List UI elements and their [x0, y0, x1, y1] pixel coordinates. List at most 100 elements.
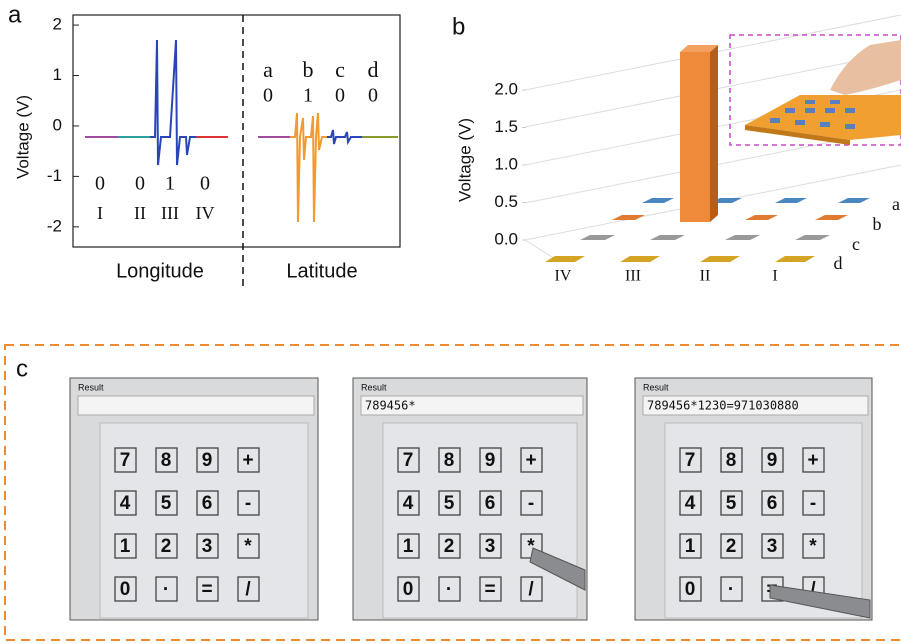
key-box [397, 576, 420, 602]
key-box [155, 490, 178, 516]
key-box [520, 576, 543, 602]
col-label: a [892, 194, 900, 214]
inset-box [729, 34, 901, 146]
key-box [155, 447, 178, 473]
key-box [155, 533, 178, 559]
key-label: / [528, 579, 534, 600]
key-label: 2 [726, 536, 737, 557]
result-field [77, 395, 315, 416]
row-label: III [161, 203, 179, 223]
key-label: 8 [161, 450, 172, 471]
y-tick-label: 1.5 [494, 117, 518, 136]
panel-label: c [16, 355, 28, 382]
key-label: 3 [485, 536, 496, 557]
key-box [438, 533, 461, 559]
row-label: III [625, 268, 641, 285]
bar-3d [680, 45, 718, 222]
key-label: 8 [444, 450, 455, 471]
key-box [237, 447, 260, 473]
key-label: 7 [685, 450, 696, 471]
row-label: II [700, 268, 711, 285]
result-value: 789456* [365, 399, 416, 413]
col-label: d [834, 253, 843, 273]
y-tick-label: -1 [47, 166, 62, 185]
key-box [720, 533, 743, 559]
key-label: + [525, 450, 536, 471]
key-box [802, 533, 825, 559]
inset-photo [745, 40, 901, 145]
col-label: b [873, 214, 882, 234]
y-tick-label: 2 [53, 15, 62, 34]
panel-c-frame [4, 344, 901, 641]
row-label: IV [555, 268, 572, 285]
key-box [438, 490, 461, 516]
key-label: 4 [685, 493, 696, 514]
y-axis-title: Voltage (V) [13, 95, 32, 179]
result-value: 789456*1230=971030880 [647, 399, 799, 413]
code: 0 [135, 173, 145, 195]
waveform [150, 39, 196, 166]
y-tick-label: 0.5 [494, 192, 518, 211]
y-tick-label: 1.0 [494, 154, 518, 173]
key-box [397, 533, 420, 559]
waveform [327, 129, 362, 146]
key-label: 1 [685, 536, 696, 557]
key-box [479, 447, 502, 473]
key-label: 5 [161, 493, 172, 514]
screenshot: Result 7 8 9 +4 5 6 - 1 2 3 * 0 · = / [69, 377, 319, 621]
key-label: * [809, 536, 817, 557]
key-label: 4 [403, 493, 414, 514]
key-label: 3 [202, 536, 213, 557]
key-box [761, 447, 784, 473]
key-box [438, 447, 461, 473]
code: 0 [200, 173, 210, 195]
key-label: = [201, 579, 212, 600]
key-box [114, 533, 137, 559]
group-title: Latitude [286, 260, 357, 282]
key-box [114, 447, 137, 473]
keypad-sheet [99, 422, 309, 619]
key-label: = [484, 579, 495, 600]
key-label: 9 [202, 450, 213, 471]
key-label: 1 [403, 536, 414, 557]
key-label: / [810, 579, 816, 600]
key-box [114, 576, 137, 602]
waveform [290, 112, 327, 223]
col-label: c [852, 234, 860, 254]
y-axis-title: Voltage (V) [455, 118, 474, 202]
col-label: b [303, 57, 314, 82]
key-label: 6 [202, 493, 213, 514]
key-box [196, 447, 219, 473]
key-label: 1 [120, 536, 131, 557]
key-box [397, 447, 420, 473]
key-box [196, 533, 219, 559]
row-label: I [97, 203, 103, 223]
key-label: 5 [444, 493, 455, 514]
code: 0 [263, 85, 273, 107]
key-label: · [163, 579, 169, 600]
key-label: 0 [685, 579, 696, 600]
key-box [720, 490, 743, 516]
y-tick-label: 0 [53, 115, 62, 134]
key-box [802, 490, 825, 516]
key-label: - [810, 493, 816, 514]
key-box [720, 576, 743, 602]
code: 0 [95, 173, 105, 195]
key-box [679, 533, 702, 559]
key-label: 3 [767, 536, 778, 557]
key-label: 7 [403, 450, 414, 471]
key-label: 0 [403, 579, 414, 600]
key-label: · [728, 579, 734, 600]
key-label: - [245, 493, 251, 514]
key-label: 6 [485, 493, 496, 514]
result-label: Result [361, 382, 387, 392]
floor-tiles [545, 198, 870, 262]
panel-label: a [8, 1, 22, 28]
key-box [761, 533, 784, 559]
key-box [520, 447, 543, 473]
row-label: II [134, 203, 146, 223]
key-label: 9 [485, 450, 496, 471]
key-label: - [528, 493, 534, 514]
